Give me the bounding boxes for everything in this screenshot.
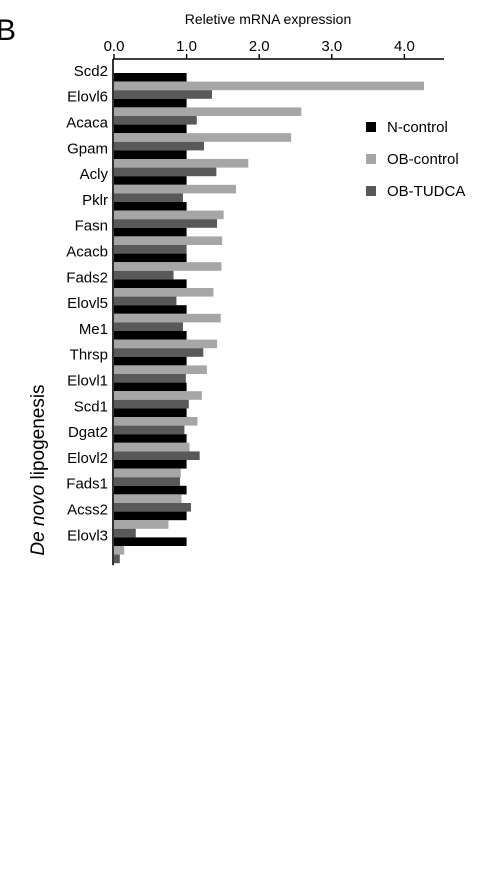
x-tick-label: 2.0 <box>249 38 270 55</box>
category-label: Scd2 <box>74 63 108 80</box>
bar-elovl1-n-control <box>114 382 187 392</box>
legend-swatch <box>366 122 376 132</box>
bar-acacb-n-control <box>114 253 187 263</box>
bar-elovl2-n-control <box>114 460 187 469</box>
bar-scd1-ob-tudca <box>114 425 185 435</box>
bar-acaca-ob-tudca <box>114 141 205 151</box>
bar-elovl2-ob-control <box>114 468 181 478</box>
bar-scd1-ob-control <box>114 417 198 426</box>
bar-pklr-n-control <box>114 202 187 211</box>
bar-dgat2-ob-tudca <box>114 451 200 460</box>
category-label: Acly <box>80 166 109 183</box>
y-axis-title-rest: lipogenesis <box>28 384 49 484</box>
bar-scd1-n-control <box>114 408 187 417</box>
category-label: Elovl5 <box>67 295 108 312</box>
bar-elovl5-n-control <box>114 305 187 314</box>
x-tick-label: 0.0 <box>104 38 125 55</box>
bar-elovl5-ob-control <box>114 313 221 323</box>
panel-letter: B <box>0 14 16 47</box>
bar-elovl6-ob-tudca <box>114 116 197 125</box>
bar-elovl6-n-control <box>114 98 187 108</box>
bar-fads1-n-control <box>114 485 187 495</box>
legend-label: N-control <box>387 119 448 136</box>
category-label: Scd1 <box>74 398 108 415</box>
category-label: Acss2 <box>67 502 108 519</box>
category-label: Fads1 <box>66 476 108 493</box>
category-label: Acacb <box>66 244 108 261</box>
bar-acaca-n-control <box>114 124 187 134</box>
x-axis: 0.0 1.0 2.0 3.0 4.0 <box>104 38 444 60</box>
bar-acaca-ob-control <box>114 133 292 142</box>
bar-gpam-ob-tudca <box>114 167 217 177</box>
y-axis-title: De novo lipogenesis <box>28 384 49 555</box>
bar-fads1-ob-control <box>114 494 182 503</box>
legend-swatch <box>366 154 376 164</box>
x-tick-label: 4.0 <box>394 38 415 55</box>
bar-scd2-n-control <box>114 73 187 82</box>
category-label: Me1 <box>79 321 108 338</box>
bar-thrsp-ob-tudca <box>114 374 186 383</box>
category-label: Pklr <box>82 192 108 209</box>
legend-label: OB-TUDCA <box>387 183 465 200</box>
bar-fasn-n-control <box>114 227 187 237</box>
category-label: Elovl2 <box>67 450 108 467</box>
bar-acly-ob-tudca <box>114 193 183 202</box>
bar-acly-ob-control <box>114 184 236 194</box>
bar-me1-n-control <box>114 331 187 340</box>
x-tick-label: 3.0 <box>321 38 342 55</box>
y-axis-title-italic: De novo <box>28 485 49 556</box>
bar-acacb-ob-tudca <box>114 270 174 280</box>
category-label: Fasn <box>75 218 108 235</box>
bar-acss2-ob-control <box>114 520 169 529</box>
bar-scd2-ob-control <box>114 81 425 91</box>
category-label: Elovl6 <box>67 89 108 106</box>
bar-scd2-ob-tudca <box>114 90 213 99</box>
bar-fasn-ob-control <box>114 236 223 245</box>
bar-pklr-ob-control <box>114 210 224 220</box>
bar-me1-ob-tudca <box>114 348 204 357</box>
bar-fads2-ob-control <box>114 288 214 297</box>
bar-gpam-ob-control <box>114 159 249 168</box>
bar-elovl6-ob-control <box>114 107 302 116</box>
category-label: Fads2 <box>66 269 108 286</box>
bar-fads2-n-control <box>114 279 187 288</box>
bar-elovl2-ob-tudca <box>114 477 181 486</box>
category-label: Dgat2 <box>68 424 108 441</box>
category-label: Gpam <box>67 140 108 157</box>
legend-swatch <box>366 186 376 196</box>
bar-elovl3-ob-tudca <box>114 554 120 564</box>
bar-gpam-n-control <box>114 150 187 159</box>
category-labels: Scd2 Elovl6 Acaca Gpam Acly Pklr Fasn Acacb Fads… <box>66 63 108 544</box>
bar-acacb-ob-control <box>114 262 222 271</box>
bar-pklr-ob-tudca <box>114 219 218 228</box>
bar-acss2-n-control <box>114 511 187 521</box>
bar-acss2-ob-tudca <box>114 528 136 538</box>
bar-dgat2-ob-control <box>114 442 190 452</box>
bar-dgat2-n-control <box>114 434 187 443</box>
bar-fads2-ob-tudca <box>114 296 177 306</box>
bar-me1-ob-control <box>114 339 218 349</box>
bar-thrsp-n-control <box>114 356 187 366</box>
bars <box>114 73 425 564</box>
bar-thrsp-ob-control <box>114 365 207 374</box>
bar-elovl5-ob-tudca <box>114 322 183 331</box>
bar-acly-n-control <box>114 176 187 185</box>
bar-fasn-ob-tudca <box>114 245 187 254</box>
category-label: Thrsp <box>70 347 108 364</box>
category-label: Elovl3 <box>67 527 108 544</box>
bar-elovl3-ob-control <box>114 546 125 555</box>
x-axis-title: Reletive mRNA expression <box>185 11 352 27</box>
bar-fads1-ob-tudca <box>114 503 191 512</box>
category-label: Acaca <box>66 115 108 132</box>
bar-elovl1-ob-tudca <box>114 399 189 409</box>
x-tick-label: 1.0 <box>176 38 197 55</box>
legend-label: OB-control <box>387 151 459 168</box>
bar-elovl1-ob-control <box>114 391 202 400</box>
bar-elovl3-n-control <box>114 537 187 546</box>
category-label: Elovl1 <box>67 373 108 390</box>
legend: N-control OB-control OB-TUDCA <box>366 119 465 200</box>
